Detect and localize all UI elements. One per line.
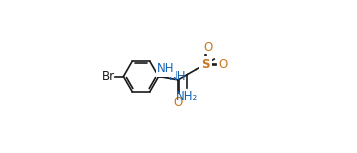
Text: O: O: [174, 96, 183, 109]
Text: Br: Br: [102, 70, 115, 83]
Text: O: O: [219, 58, 228, 71]
Text: NH: NH: [157, 62, 175, 75]
Text: S: S: [201, 58, 210, 71]
Text: O: O: [203, 41, 213, 54]
Text: NH: NH: [169, 70, 186, 83]
Text: NH₂: NH₂: [176, 90, 198, 103]
